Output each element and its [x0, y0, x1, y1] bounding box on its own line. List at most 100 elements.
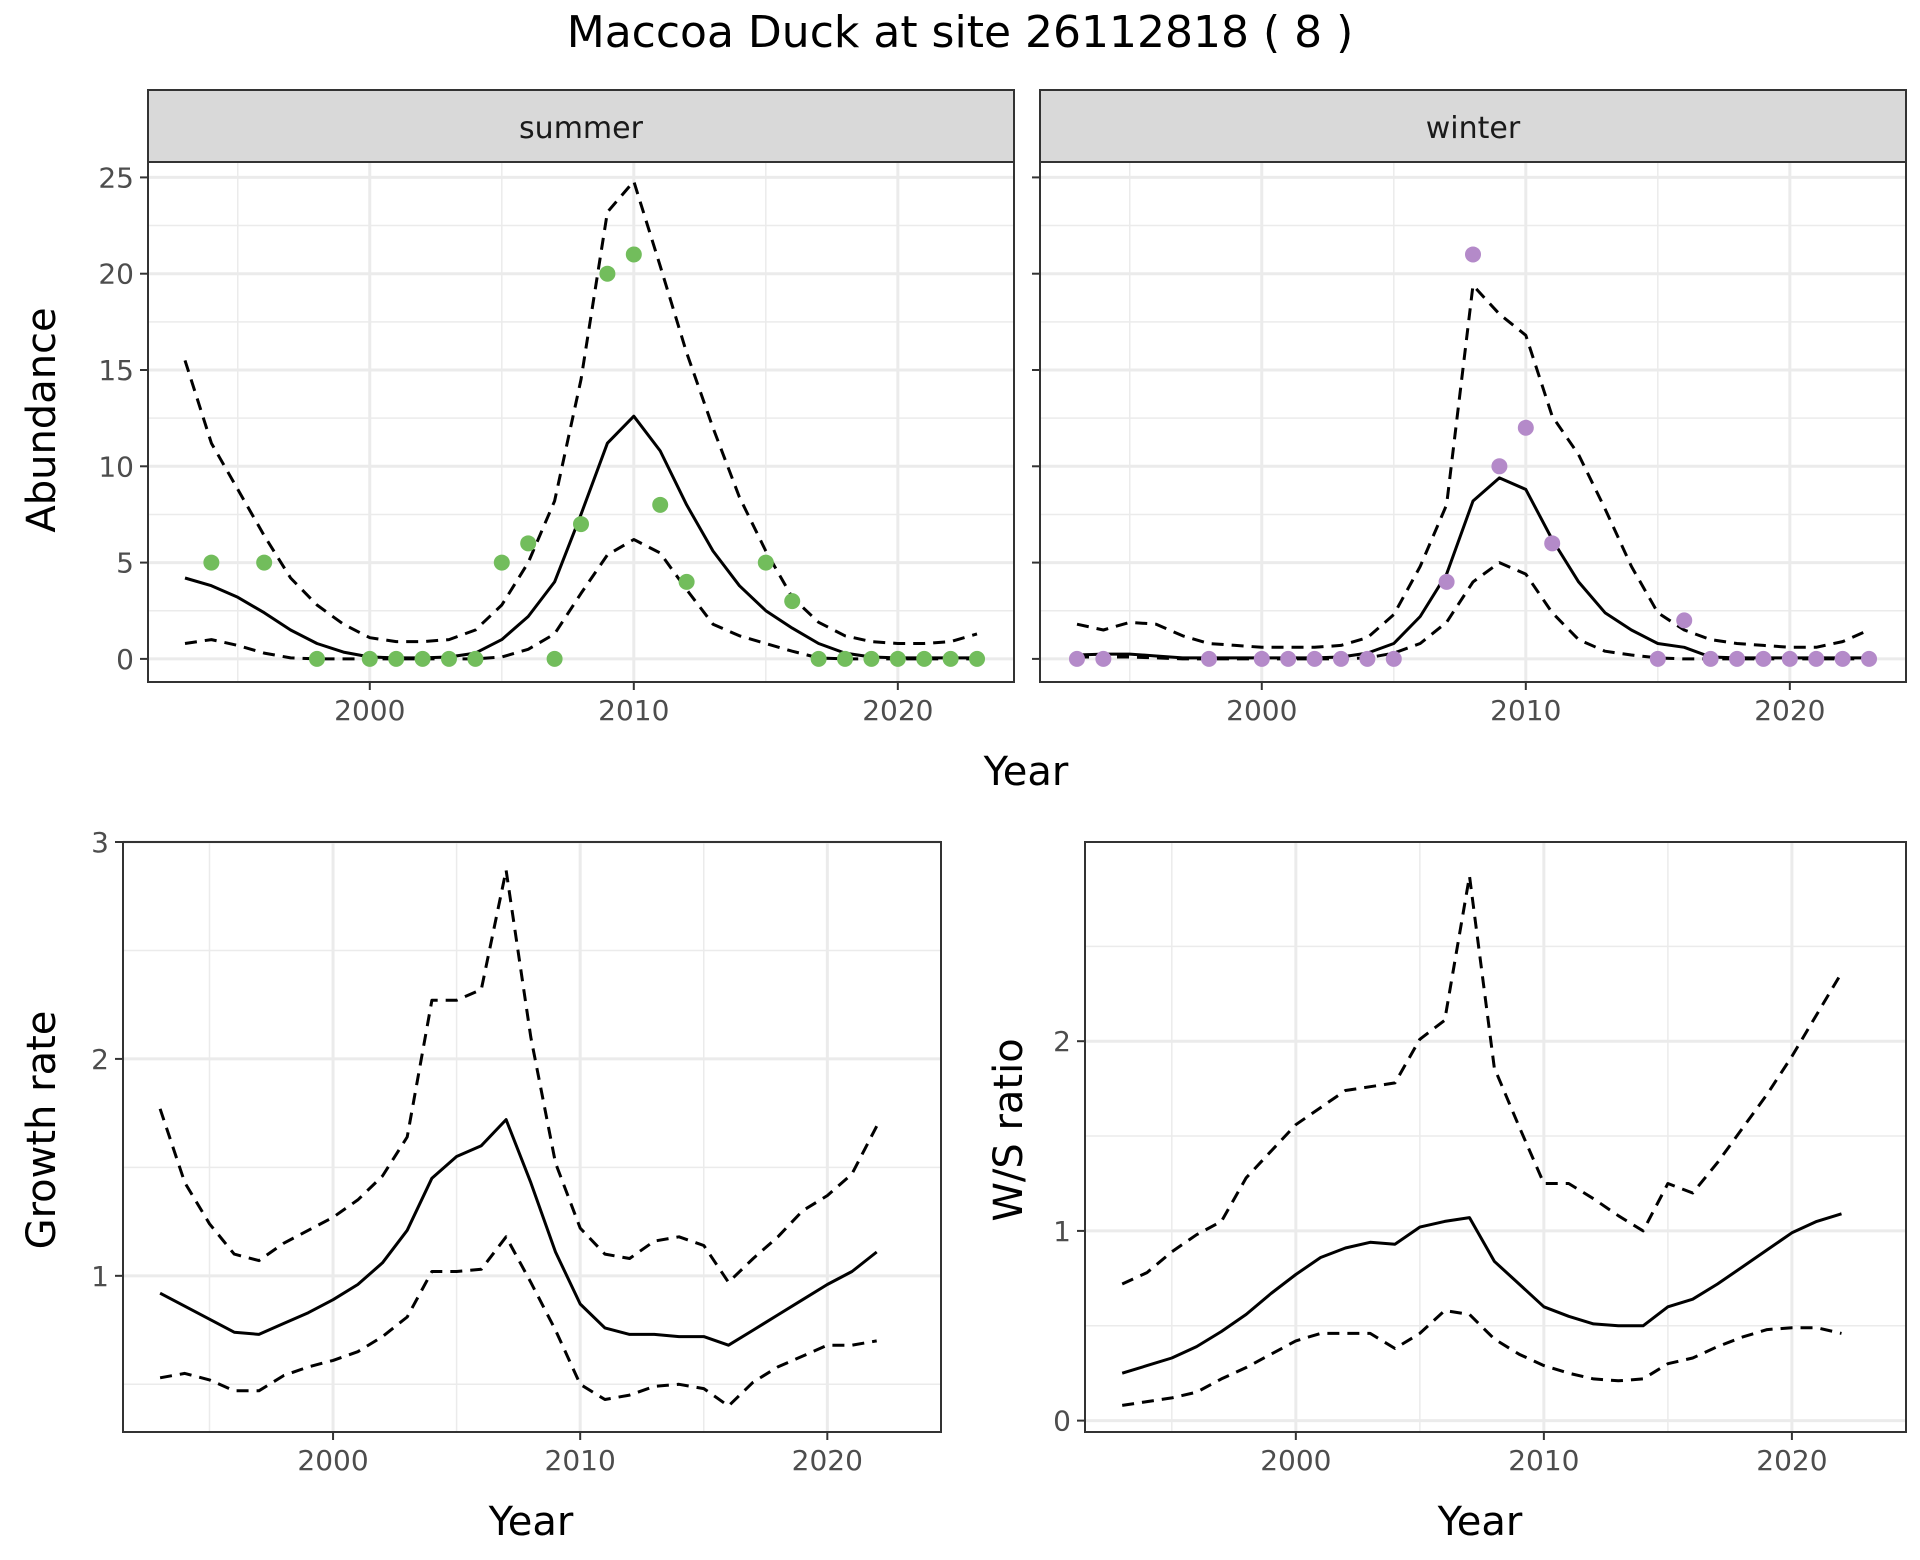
series-upper-line	[158, 868, 879, 1284]
data-point	[1095, 650, 1112, 667]
x-tick-label: 2010	[1490, 694, 1561, 727]
data-point	[203, 554, 220, 571]
growth-y-axis-title: Growth rate	[19, 1011, 65, 1250]
panel-summer: summer 2000 2010 2020 0 5 10 15 20 25	[98, 89, 1015, 727]
data-point	[1385, 650, 1402, 667]
data-point	[1465, 246, 1481, 263]
x-tick-label: 2000	[334, 694, 405, 727]
y-tick-label: 10	[98, 450, 134, 483]
data-point	[1702, 650, 1719, 667]
x-tick-label: 2010	[1508, 1444, 1579, 1477]
data-point	[1755, 650, 1772, 667]
data-point	[1332, 650, 1349, 667]
data-point	[1781, 650, 1798, 667]
panel-winter: winter 2000 2010 2020	[1032, 89, 1907, 727]
x-tick-label: 2000	[1226, 694, 1297, 727]
x-tick-label: 2020	[1754, 694, 1825, 727]
data-point	[784, 593, 801, 610]
data-point	[1544, 535, 1561, 552]
y-tick-label: 5	[116, 547, 134, 580]
series-lower-line	[1121, 1309, 1842, 1407]
data-point	[652, 496, 669, 513]
data-point	[520, 535, 537, 552]
data-point	[837, 650, 854, 667]
data-point	[1359, 650, 1376, 667]
x-tick-label: 2020	[1756, 1444, 1827, 1477]
y-tick-label: 3	[91, 826, 109, 859]
data-point	[757, 554, 774, 571]
y-tick-label: 25	[98, 161, 134, 194]
ratio-y-axis-title: W/S ratio	[986, 1038, 1032, 1221]
strip-winter	[1039, 89, 1907, 163]
data-point	[1280, 650, 1297, 667]
data-point	[388, 650, 405, 667]
data-point	[889, 650, 906, 667]
plot-area-ws-ratio: 2000 2010 2020 0 1 2	[1053, 841, 1907, 1477]
figure-title: Maccoa Duck at site 26112818 ( 8 )	[567, 7, 1354, 58]
top-y-axis-title: Abundance	[19, 307, 65, 532]
strip-summer-label: summer	[519, 111, 644, 146]
y-tick-label: 20	[98, 258, 134, 291]
data-point	[1068, 650, 1085, 667]
y-tick-label: 2	[91, 1043, 109, 1076]
x-tick-label: 2020	[792, 1444, 863, 1477]
data-point	[1200, 650, 1217, 667]
x-tick-label: 2000	[297, 1444, 368, 1477]
data-point	[546, 650, 563, 667]
y-tick-label: 15	[98, 354, 134, 387]
x-tick-label: 2010	[545, 1444, 616, 1477]
y-tick-label: 1	[1053, 1215, 1071, 1248]
data-point	[810, 650, 827, 667]
y-tick-label: 0	[1053, 1405, 1071, 1438]
plot-area-winter: 2000 2010 2020	[1032, 161, 1907, 727]
strip-summer	[147, 89, 1015, 163]
data-point	[1676, 612, 1693, 629]
plot-area-summer: 2000 2010 2020 0 5 10 15 20 25	[98, 161, 1015, 727]
data-point	[916, 650, 933, 667]
top-x-axis-title: Year	[983, 749, 1069, 795]
data-point	[1306, 650, 1323, 667]
y-tick-label: 2	[1053, 1025, 1071, 1058]
data-point	[625, 246, 642, 263]
data-point	[863, 650, 880, 667]
data-point	[969, 650, 986, 667]
data-point	[1438, 573, 1455, 590]
series-fit-line	[1121, 1212, 1842, 1375]
panel-border	[122, 841, 942, 1433]
y-tick-label: 0	[116, 643, 134, 676]
data-point	[1861, 650, 1878, 667]
series-upper-line	[183, 179, 978, 645]
strip-winter-label: winter	[1426, 111, 1521, 146]
x-tick-label: 2000	[1260, 1444, 1331, 1477]
panel-border	[1039, 161, 1907, 683]
x-tick-label: 2020	[862, 694, 933, 727]
data-point	[573, 516, 589, 533]
data-point	[1808, 650, 1825, 667]
data-point	[942, 650, 959, 667]
ratio-x-axis-title: Year	[1437, 1499, 1523, 1545]
series-lower-line	[184, 538, 977, 661]
data-point	[1491, 458, 1508, 475]
data-point	[1517, 419, 1534, 436]
y-tick-label: 1	[91, 1260, 109, 1293]
panel-ws-ratio: 2000 2010 2020 0 1 2 Year W/S ratio	[986, 841, 1907, 1545]
data-point	[599, 265, 616, 282]
data-point	[256, 554, 273, 571]
panel-border	[1084, 841, 1907, 1433]
data-point	[1253, 650, 1270, 667]
plot-area-growth-rate: 2000 2010 2020 1 2 3	[91, 826, 942, 1477]
data-point	[678, 573, 695, 590]
panel-growth-rate: 2000 2010 2020 1 2 3 Year Growth rate	[19, 826, 942, 1545]
data-point	[1834, 650, 1851, 667]
series-lower-line	[1077, 561, 1869, 661]
data-point	[440, 650, 457, 667]
data-point	[1649, 650, 1666, 667]
growth-x-axis-title: Year	[488, 1499, 574, 1545]
data-point	[308, 650, 325, 667]
data-point	[467, 650, 484, 667]
data-point	[361, 650, 378, 667]
data-point	[1729, 650, 1746, 667]
series-fit-line	[159, 1118, 878, 1347]
